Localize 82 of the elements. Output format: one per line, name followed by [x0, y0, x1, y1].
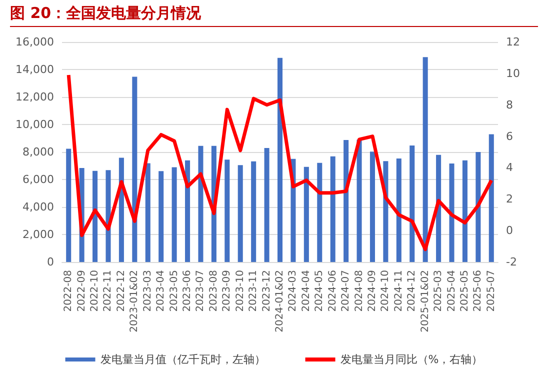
x-tick-label: 2024-04 [300, 270, 312, 312]
x-tick-label: 2025-03 [433, 270, 444, 312]
x-tick-label: 2025-04 [446, 270, 458, 312]
x-tick-label: 2023-10 [234, 270, 246, 312]
bar [106, 170, 111, 262]
bar [344, 140, 349, 262]
x-tick-label: 2025-01&02 [420, 270, 431, 332]
y2-tick-label: 8 [506, 98, 513, 112]
x-tick-label: 2025-05 [459, 270, 470, 312]
bar [145, 163, 150, 262]
bar [317, 162, 322, 262]
bar [158, 171, 164, 262]
y-tick-label: 2,000 [22, 228, 54, 241]
bar [264, 148, 270, 262]
x-tick-label: 2024-03 [288, 270, 299, 312]
x-tick-label: 2024-06 [327, 270, 338, 312]
x-tick-label: 2023-04 [156, 270, 167, 312]
bar [198, 146, 204, 262]
y-tick-label: 0 [47, 256, 54, 268]
bar [422, 57, 428, 262]
x-tick-label: 2023-12 [261, 270, 272, 312]
y2-tick-label: -2 [506, 256, 517, 268]
bar [476, 152, 481, 262]
x-tick-label: 2023-05 [168, 270, 180, 312]
bar [396, 158, 402, 262]
x-tick-label: 2022-10 [90, 270, 101, 312]
bar [238, 165, 243, 262]
bar [251, 161, 256, 262]
bar [185, 160, 190, 262]
bar [172, 167, 177, 262]
x-tick-label: 2024-01&02 [274, 270, 286, 332]
x-tick-label: 2023-06 [182, 270, 194, 312]
x-tick-label: 2024-05 [314, 270, 326, 312]
bar [330, 156, 336, 262]
legend-label: 发电量当月同比（%，右轴） [340, 353, 483, 366]
y-tick-label: 4,000 [22, 200, 54, 214]
x-tick-label: 2022-08 [63, 270, 74, 312]
y-tick-label: 8,000 [22, 146, 54, 158]
bar [92, 170, 98, 262]
y-tick-label: 16,000 [16, 36, 54, 48]
x-tick-label: 2022-09 [76, 270, 88, 312]
x-tick-label: 2024-07 [340, 270, 352, 312]
bar [356, 140, 362, 262]
x-tick-label: 2023-09 [222, 270, 233, 312]
y2-tick-label: 12 [506, 36, 520, 48]
y2-tick-label: 0 [506, 224, 513, 238]
y-tick-label: 6,000 [22, 173, 54, 186]
y-tick-label: 10,000 [16, 118, 54, 131]
x-tick-label: 2024-10 [380, 270, 392, 312]
bar [132, 76, 138, 262]
x-tick-label: 2023-07 [195, 270, 206, 312]
x-tick-label: 2025-07 [486, 270, 497, 312]
bar [410, 146, 415, 262]
chart-title: 图 20：全国发电量分月情况 [10, 4, 538, 27]
y2-tick-label: 6 [506, 130, 513, 143]
y2-tick-label: 2 [506, 192, 513, 206]
x-tick-label: 2024-11 [393, 270, 404, 312]
x-tick-label: 2022-11 [102, 270, 114, 312]
y2-tick-label: 10 [506, 66, 520, 80]
legend-label: 发电量当月值（亿千瓦时，左轴） [100, 353, 266, 366]
x-tick-label: 2023-01&02 [129, 270, 140, 332]
bar [277, 58, 283, 262]
y2-tick-label: 4 [506, 161, 513, 174]
bar [462, 160, 468, 262]
bar [436, 154, 442, 262]
bar [370, 152, 375, 262]
x-tick-label: 2022-12 [116, 270, 127, 312]
bar [304, 166, 309, 262]
bar [488, 134, 494, 262]
bar [66, 148, 72, 262]
x-tick-label: 2025-06 [472, 270, 484, 312]
bar [449, 164, 454, 262]
x-tick-label: 2023-11 [248, 270, 260, 312]
line-series [66, 73, 494, 252]
bar [224, 160, 230, 262]
x-tick-label: 2023-08 [208, 270, 220, 312]
y-tick-label: 14,000 [16, 63, 54, 76]
x-tick-label: 2024-12 [406, 270, 418, 312]
x-tick-label: 2023-03 [142, 270, 154, 312]
x-tick-label: 2024-09 [366, 270, 378, 312]
x-tick-label: 2024-08 [354, 270, 365, 312]
y-tick-label: 12,000 [16, 90, 54, 104]
